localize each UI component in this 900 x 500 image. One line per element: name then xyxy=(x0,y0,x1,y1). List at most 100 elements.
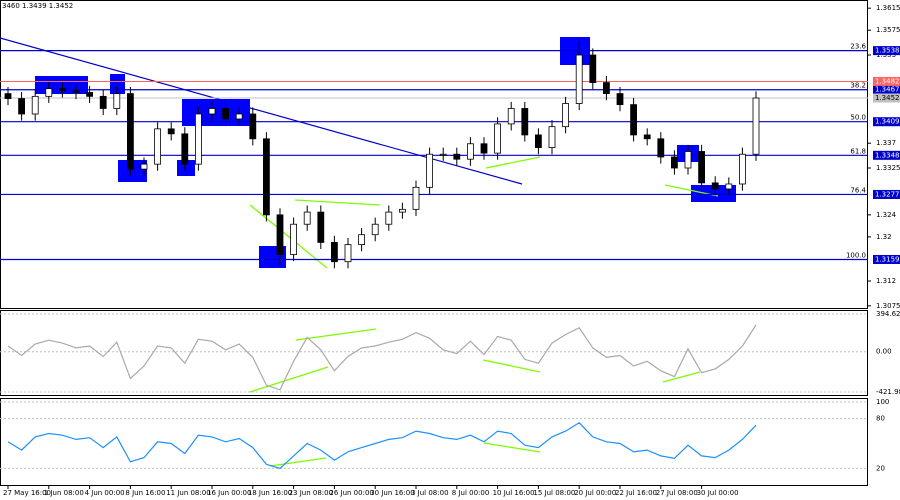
divergence xyxy=(249,204,328,269)
divergence xyxy=(269,457,327,467)
candle-body xyxy=(140,163,148,170)
x-tick-label: 15 Jul 08:00 xyxy=(533,489,575,497)
level-price-label: 1.3159 xyxy=(875,255,900,263)
level-price-box xyxy=(873,117,900,127)
candle-body xyxy=(535,134,542,149)
y-tick-label: 1.3075 xyxy=(876,302,900,310)
divergence-lines xyxy=(249,156,719,467)
divergence xyxy=(662,371,701,383)
candle-body xyxy=(154,128,162,165)
candle-body xyxy=(657,138,665,158)
x-tick-label: 20 Jul 00:00 xyxy=(574,489,616,497)
x-tick-label: 16 Jun 00:00 xyxy=(207,489,251,497)
y-tick-label: 1.337 xyxy=(876,139,896,147)
level-price-box xyxy=(873,254,900,264)
fib-level-label: 61.8 xyxy=(850,147,866,155)
x-tick-label: 23 Jun 08:00 xyxy=(289,489,333,497)
candle-body xyxy=(616,93,624,106)
candle-body xyxy=(290,223,298,255)
candle-body xyxy=(344,244,352,263)
level-price-label: 1.3467 xyxy=(875,86,900,94)
candle-body xyxy=(45,88,53,97)
candle-body xyxy=(439,153,447,156)
fib-level-label: 76.4 xyxy=(850,186,866,194)
candle-body xyxy=(358,234,366,246)
divergence xyxy=(485,156,541,169)
candle-body xyxy=(194,113,202,165)
trend-line xyxy=(0,37,523,185)
x-tick-label: 26 Jun 00:00 xyxy=(329,489,373,497)
y-tick-label: 100 xyxy=(876,398,889,406)
candle-body xyxy=(31,95,39,115)
x-tick-label: 30 Jul 00:00 xyxy=(697,489,739,497)
price-box xyxy=(873,76,900,86)
candle-body xyxy=(412,186,420,210)
candle-body xyxy=(739,153,746,185)
main-frame xyxy=(0,0,868,309)
candle-body xyxy=(575,54,583,104)
candle-body xyxy=(276,214,284,255)
level-price-label: 1.3348 xyxy=(875,151,900,159)
candle-body xyxy=(589,54,597,83)
candle-body xyxy=(521,108,529,136)
y-tick-label: 80 xyxy=(876,415,885,423)
x-tick-label: 8 Jul 00:00 xyxy=(452,489,490,497)
y-tick-label: 20 xyxy=(876,464,885,472)
candle-body xyxy=(235,113,243,120)
y-tick-label: 1.32 xyxy=(876,233,892,241)
x-tick-label: 22 Jul 16:00 xyxy=(615,489,657,497)
y-tick-label: -421.987 xyxy=(876,388,900,396)
y-tick-label: 1.3575 xyxy=(876,26,900,34)
level-price-label: 1.3409 xyxy=(875,118,900,126)
candle-body xyxy=(249,113,257,140)
zones xyxy=(35,37,736,268)
x-tick-label: 3 Jul 08:00 xyxy=(411,489,449,497)
candle-body xyxy=(113,93,121,109)
divergence xyxy=(483,442,541,453)
candle-body xyxy=(330,242,338,263)
level-price-label: 1.3277 xyxy=(875,190,900,198)
candle-body xyxy=(317,211,325,243)
level-price-box xyxy=(873,46,900,56)
zone xyxy=(691,185,736,202)
zone xyxy=(110,74,125,94)
cci-frame xyxy=(0,310,868,396)
indicator-line xyxy=(7,422,757,470)
candle-body xyxy=(684,151,692,169)
price-label: 1.3452 xyxy=(875,94,900,102)
y-tick-label: 0.00 xyxy=(876,348,892,356)
y-tick-label: 1.312 xyxy=(876,277,896,285)
y-tick-label: 1.3615 xyxy=(876,4,900,12)
price-box xyxy=(873,93,900,103)
indicator-line xyxy=(7,324,757,391)
price-label: 1.3482 xyxy=(875,77,900,85)
x-tick-label: 27 May 16:00 xyxy=(3,489,51,497)
x-tick-label: 27 Jul 08:00 xyxy=(656,489,698,497)
candle-body xyxy=(725,183,733,190)
candle-body xyxy=(426,153,434,188)
zone xyxy=(118,160,147,182)
divergence xyxy=(482,359,541,373)
candle-body xyxy=(72,90,80,93)
fib-level-label: 50.0 xyxy=(850,114,866,122)
header: 3460 1.3439 1.3452 xyxy=(2,2,73,10)
candle-body xyxy=(127,93,134,170)
candle-body xyxy=(18,98,26,115)
level-price-label: 1.3538 xyxy=(875,47,900,55)
candle-body xyxy=(99,95,107,109)
divergence xyxy=(249,366,329,393)
level-price-box xyxy=(873,189,900,199)
candle-body xyxy=(398,208,406,213)
candle-body xyxy=(548,126,556,149)
candle-body xyxy=(453,153,461,160)
x-tick-label: 8 Jun 16:00 xyxy=(125,489,165,497)
x-tick-label: 10 Jul 16:00 xyxy=(493,489,535,497)
zone xyxy=(35,76,88,94)
fib-level-label: 100.0 xyxy=(846,251,866,259)
candle-body xyxy=(167,128,175,135)
candle-body xyxy=(371,223,379,236)
fib-level-label: 38.2 xyxy=(850,82,866,90)
candle-body xyxy=(303,211,311,225)
x-tick-label: 11 Jun 08:00 xyxy=(166,489,210,497)
